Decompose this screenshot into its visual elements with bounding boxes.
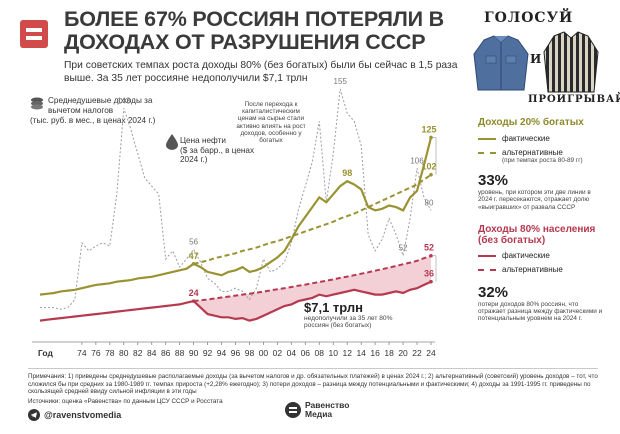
data-label: 56 [189, 237, 198, 246]
telegram-handle[interactable]: @ravenstvomedia [28, 409, 121, 421]
data-label: 47 [189, 251, 199, 261]
legend-poor-actual: фактические [478, 251, 613, 260]
legend-dashed-olive-swatch [478, 151, 496, 154]
legend-solid-red-swatch [478, 254, 496, 257]
coins-icon [30, 96, 44, 110]
data-label: 155 [334, 77, 348, 86]
market-annotation: После перехода к капиталистическим ценам… [236, 101, 306, 145]
x-tick-label: 82 [133, 348, 143, 358]
legend-poor-pct: 32% [478, 284, 509, 301]
x-tick-label: 12 [342, 348, 352, 358]
series-oil-price [40, 88, 432, 310]
page-subtitle: При советских темпах роста доходы 80% (б… [64, 60, 458, 84]
x-tick-label: 78 [105, 348, 115, 358]
x-tick-label: 20 [398, 348, 408, 358]
data-label: 98 [342, 168, 352, 178]
notes: Примечания: 1) приведены среднедушевые р… [28, 368, 598, 405]
data-label: 24 [189, 288, 199, 298]
y-axis-label: Среднедушевые доходы за вычетом налогов [48, 96, 153, 115]
loss-gap-area [193, 255, 431, 321]
oil-drop-icon [166, 134, 178, 155]
x-tick-label: 00 [259, 348, 269, 358]
x-tick-label: 74 [77, 348, 87, 358]
x-tick-label: 76 [91, 348, 101, 358]
x-tick-label: 84 [147, 348, 157, 358]
legend-rich: Доходы 20% богатых фактические альтернат… [478, 117, 613, 211]
series-poor-alternative [193, 254, 432, 303]
data-label: 36 [424, 269, 434, 279]
notes-source: Источники: оценка «Равенства» по данным … [28, 397, 223, 405]
page-title: БОЛЕЕ 67% РОССИЯН ПОТЕРЯЛИ В ДОХОДАХ ОТ … [64, 7, 444, 54]
x-tick-label: 04 [287, 348, 297, 358]
point-marker [191, 262, 196, 266]
legend-solid-olive-swatch [478, 137, 496, 140]
legend-rich-pct-text: уровень, при котором эти две линии в 202… [478, 189, 591, 211]
x-tick-label: 88 [175, 348, 185, 358]
data-label: 125 [421, 124, 436, 134]
series-poor-actual [39, 280, 432, 322]
illustration: ГОЛОСУЙ И ПРОИГРЫВАЙ [466, 8, 620, 108]
point-marker [429, 135, 433, 140]
legend-poor-alt: альтернативные [478, 265, 613, 274]
x-tick-label: 02 [273, 348, 283, 358]
legend-poor-title: Доходы 80% населения (без богатых) [478, 224, 596, 246]
legend-poor: Доходы 80% населения (без богатых) факти… [478, 224, 613, 323]
data-label: 143 [117, 96, 131, 105]
point-marker [429, 279, 433, 284]
data-label: 106 [410, 156, 424, 165]
footer-brand: Равенство Медиа [285, 401, 349, 419]
series-rich-alternative [193, 173, 432, 265]
gap-annotation: $7,1 трлн недополучили за 35 лет 80% рос… [304, 300, 394, 329]
y-axis-unit: (тыс. руб. в мес., в ценах 2024 г.) [30, 116, 156, 125]
legend-rich-actual: фактические [478, 134, 613, 143]
notes-text: Примечания: 1) приведены среднедушевые р… [28, 373, 598, 396]
x-tick-label: 18 [384, 348, 394, 358]
x-tick-label: 10 [329, 348, 339, 358]
legend-rich-alt: альтернативные [478, 148, 613, 157]
x-tick-label: 08 [315, 348, 325, 358]
x-tick-label: 90 [189, 348, 199, 358]
illustration-word-bottom: ПРОИГРЫВАЙ [528, 94, 620, 105]
gap-value: $7,1 трлн [304, 300, 364, 315]
brand-logo-icon [20, 20, 48, 48]
data-label: 52 [424, 243, 434, 253]
legend-rich-title: Доходы 20% богатых [478, 117, 584, 128]
legend-dashed-red-swatch [478, 268, 496, 271]
x-tick-label: 80 [119, 348, 129, 358]
x-tick-label: 06 [301, 348, 311, 358]
legend-rich-pct: 33% [478, 172, 509, 190]
point-marker [191, 299, 196, 303]
gap-text: недополучили за 35 лет 80% россиян (без … [304, 315, 393, 330]
x-tick-label: 96 [231, 348, 241, 358]
illustration-word-mid: И [530, 52, 543, 66]
x-tick-label: 94 [217, 348, 227, 358]
data-label: 102 [421, 162, 436, 172]
point-marker [429, 253, 433, 258]
x-tick-label: 14 [356, 348, 366, 358]
x-tick-label: 86 [161, 348, 171, 358]
legend-poor-pct-text: потери доходов 80% россиян, что отражает… [478, 301, 603, 323]
illustration-word-top: ГОЛОСУЙ [484, 10, 574, 26]
footer-brand-icon [285, 402, 301, 418]
x-tick-label: 24 [426, 348, 436, 358]
point-marker [429, 172, 433, 177]
x-tick-label: 22 [412, 348, 422, 358]
jacket-icon [473, 35, 529, 91]
data-label: 52 [399, 244, 408, 253]
legend-rich-alt-note: (при темпах роста 80-89 гг) [502, 157, 583, 164]
x-tick-label: 92 [203, 348, 213, 358]
x-axis-title: Год [38, 348, 53, 358]
data-label: 80 [425, 198, 434, 207]
series-rich-actual [39, 137, 433, 296]
oil-label: Цена нефти ($ за барр., в ценах 2024 г.) [180, 136, 255, 164]
x-tick-label: 98 [245, 348, 255, 358]
striped-uniform-icon [543, 31, 599, 93]
x-tick-label: 16 [370, 348, 380, 358]
telegram-icon [28, 409, 40, 421]
